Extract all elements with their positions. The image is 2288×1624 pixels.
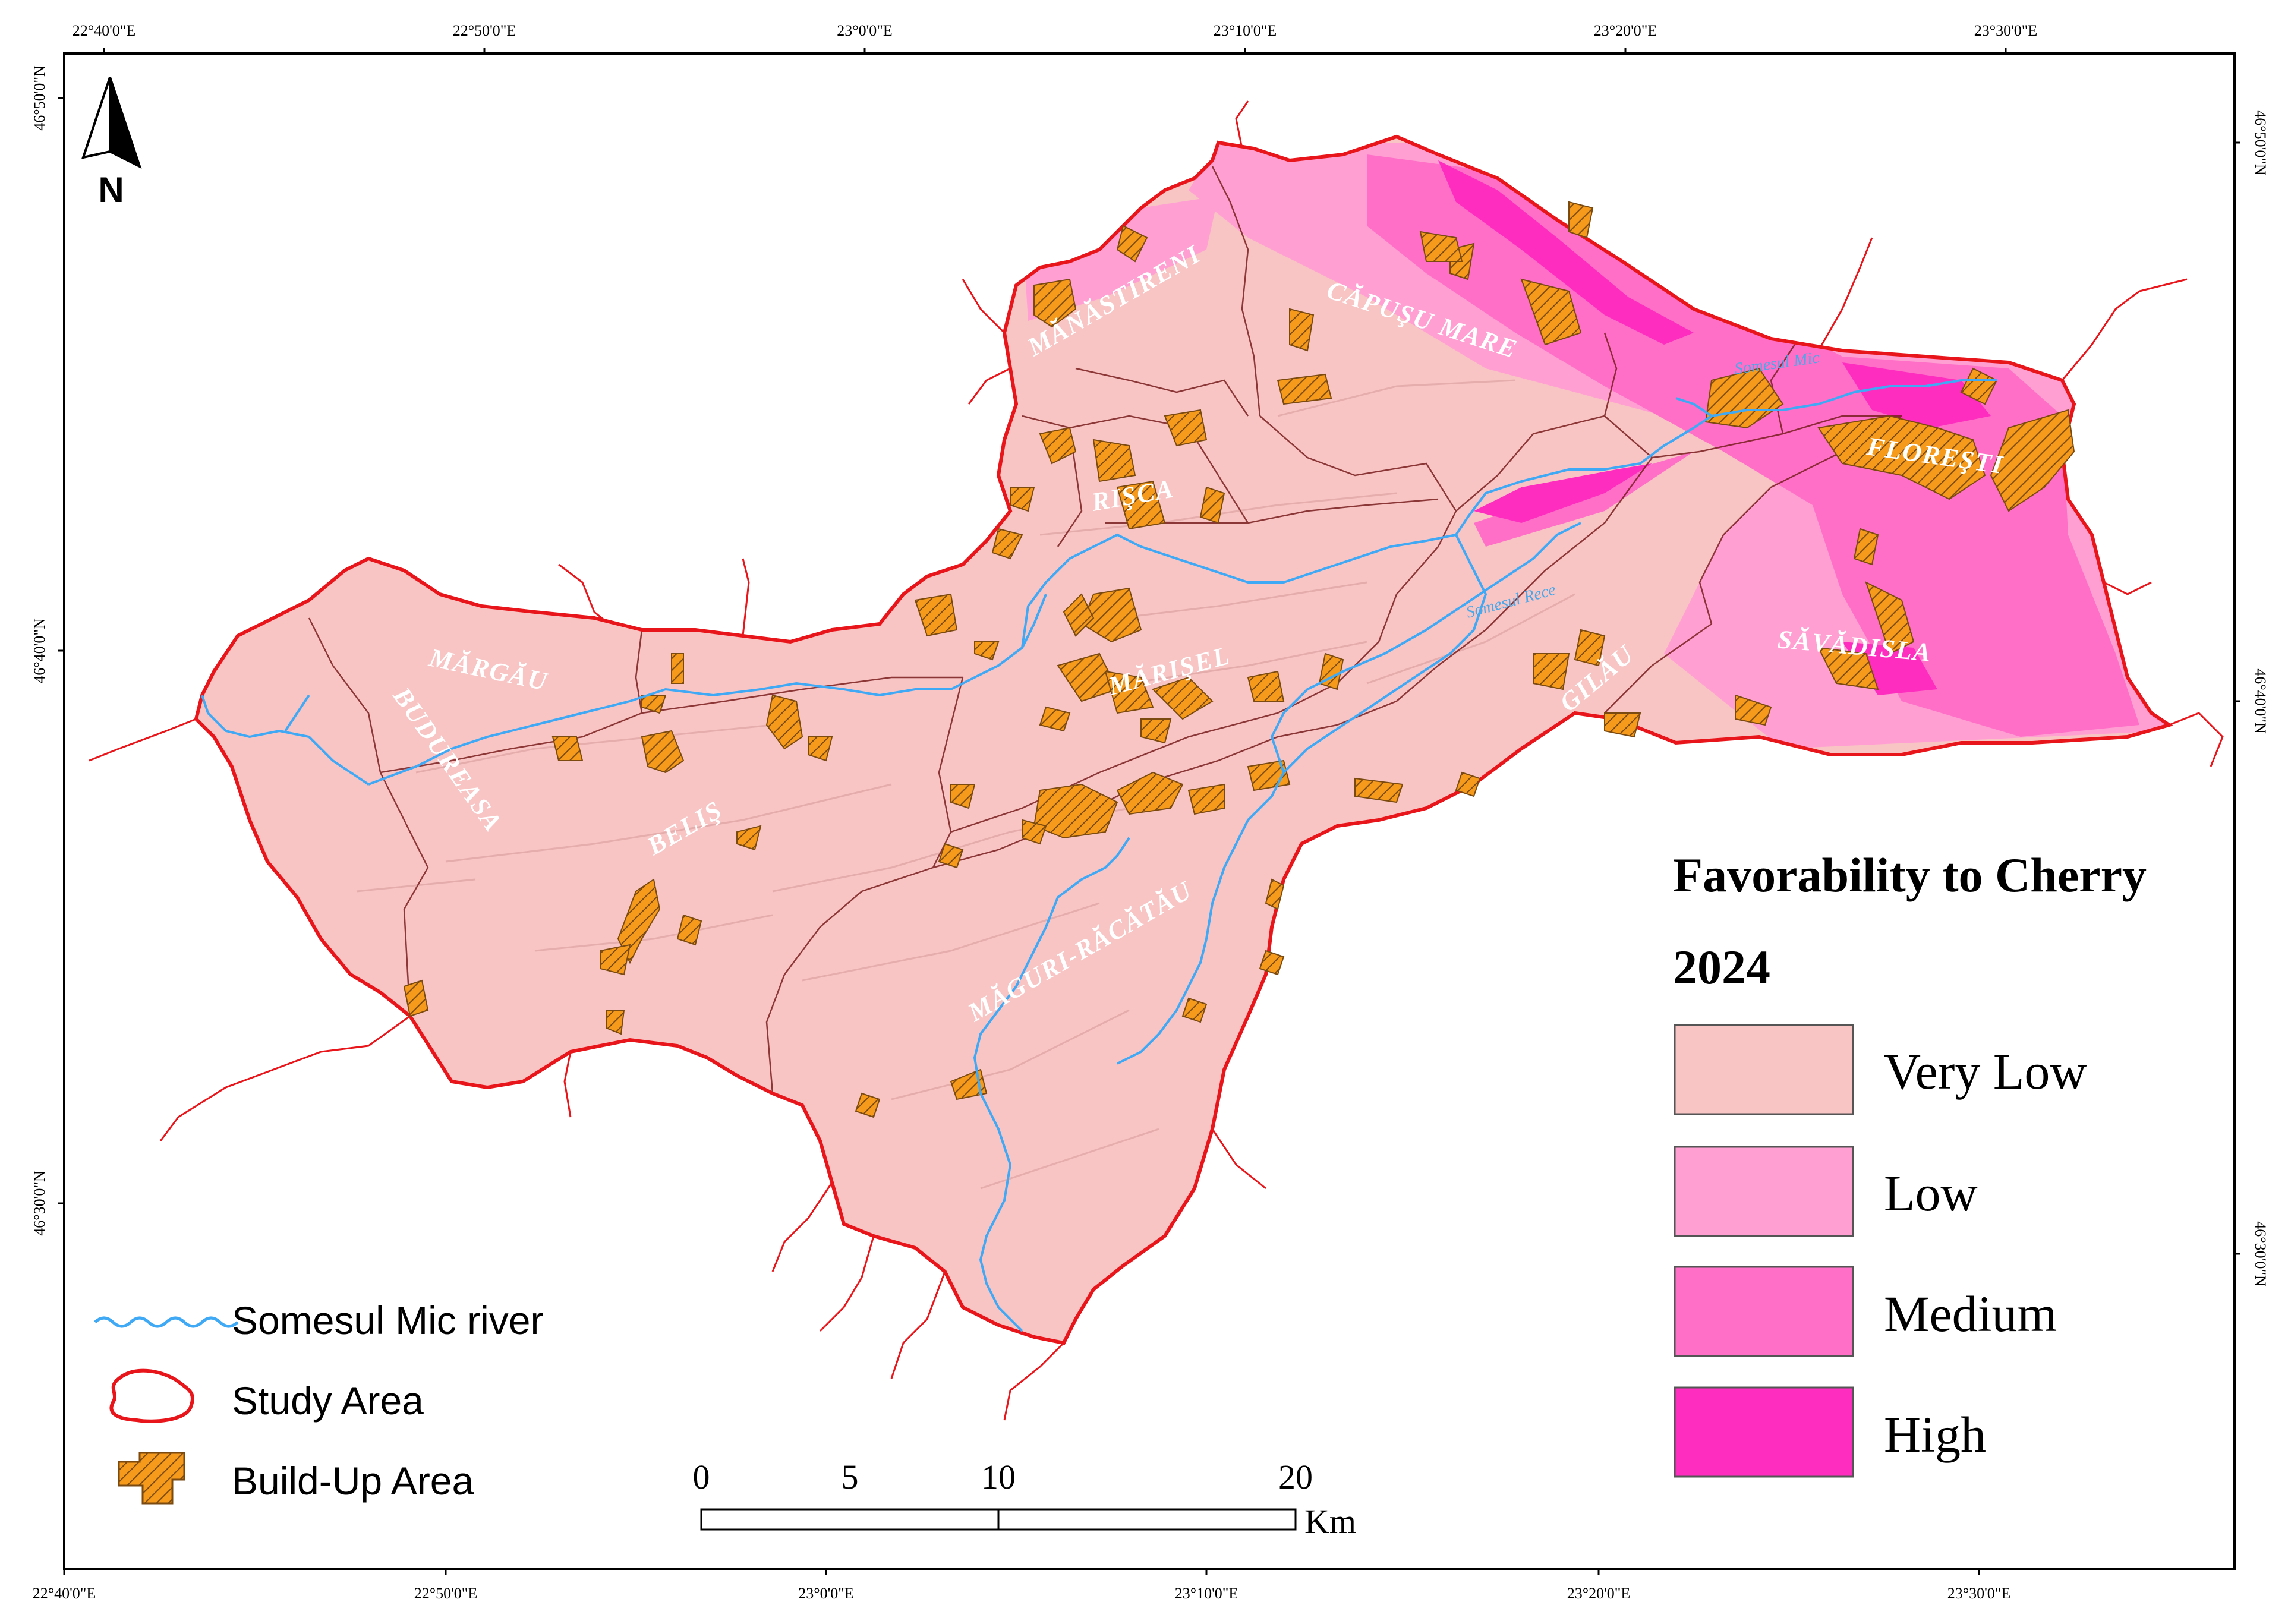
legend-class-very-low: Very Low [1674,1024,2087,1115]
top-tick-label: 23°0'0"E [837,22,893,39]
top-tick-label: 23°30'0"E [1974,22,2038,39]
right-tick-label: 46°50'0"N [2252,110,2269,175]
svg-text:Medium: Medium [1884,1285,2057,1342]
bottom-tick-label: 22°50'0"E [414,1585,478,1602]
left-tick-label: 46°40'0"N [31,618,48,683]
svg-text:High: High [1884,1406,1986,1463]
legend-year: 2024 [1673,940,1770,994]
legend-title: Favorability to Cherry [1673,848,2147,902]
left-tick-label: 46°50'0"N [31,65,48,131]
scale-unit: Km [1304,1502,1356,1541]
north-arrow-icon [81,77,142,169]
river-icon [94,1316,239,1328]
right-tick-label: 46°30'0"N [2252,1221,2269,1286]
top-tick-label: 22°40'0"E [73,22,136,39]
graticule-ticks [58,48,2240,1575]
svg-text:Somesul Mic river: Somesul Mic river [232,1298,543,1342]
somesul-mic-river [201,379,1997,1332]
top-tick-label: 22°50'0"E [453,22,516,39]
study-area-outline [194,134,2174,1345]
buildup-areas [403,201,2075,1118]
bottom-tick-label: 23°20'0"E [1567,1585,1631,1602]
svg-text:Build-Up Area: Build-Up Area [232,1459,474,1503]
legend-class-high: High [1674,1386,1986,1478]
bottom-tick-label: 23°30'0"E [1947,1585,2011,1602]
buildup-icon [118,1452,185,1505]
svg-text:Low: Low [1884,1165,1978,1222]
right-tick-label: 46°40'0"N [2252,668,2269,734]
legend-river: Somesul Mic river [94,1298,543,1342]
left-tick-label: 46°30'0"N [31,1171,48,1236]
bottom-tick-label: 23°0'0"E [798,1585,854,1602]
bottom-tick-label: 22°40'0"E [33,1585,96,1602]
top-tick-label: 23°20'0"E [1594,22,1657,39]
bottom-tick-label: 23°10'0"E [1175,1585,1238,1602]
scale-tick-label: 5 [842,1458,859,1496]
legend-buildup: Build-Up Area [118,1452,474,1505]
scale-tick-label: 20 [1278,1458,1313,1496]
legend-study-area: Study Area [109,1368,424,1423]
scale-tick-label: 10 [981,1458,1016,1496]
svg-text:Very Low: Very Low [1884,1043,2087,1100]
outside-streams [89,100,2224,1421]
scale-bar [700,1508,1297,1531]
top-tick-label: 23°10'0"E [1214,22,1277,39]
svg-text:Study Area: Study Area [232,1379,424,1423]
study-area-icon [109,1368,194,1423]
legend-class-medium: Medium [1674,1266,2057,1357]
legend-class-low: Low [1674,1146,1978,1237]
north-label: N [98,170,124,210]
scale-tick-label: 0 [693,1458,710,1496]
